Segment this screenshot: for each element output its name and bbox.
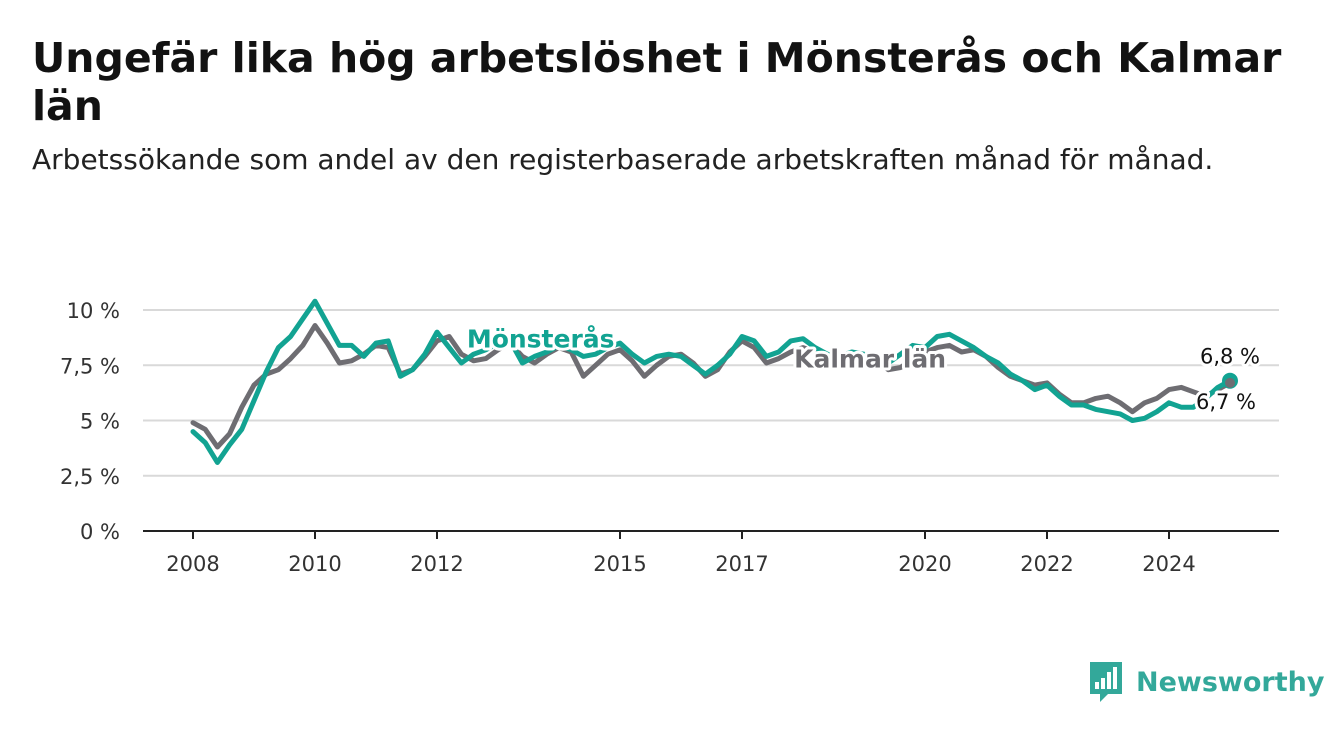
series-label-kalmar-län: Kalmar län (794, 344, 946, 373)
series-lines (190, 298, 1233, 465)
end-label-monsteras: 6,8 % (1200, 345, 1260, 369)
chart-title: Ungefär lika hög arbetslöshet i Mönsterå… (32, 34, 1282, 130)
x-tick-label: 2012 (410, 552, 463, 576)
labels: 6,8 % 6,7 % Mönsterås Kalmar län (464, 322, 1263, 417)
axes: 0 % 2,5 % 5 % 7,5 % 10 % 2008 2010 2012 2015 2017… (60, 299, 1279, 576)
newsworthy-brand: Newsworthy (1088, 660, 1324, 704)
y-tick-label: 7,5 % (60, 354, 120, 378)
y-tick-label: 2,5 % (60, 465, 120, 489)
x-tick-label: 2015 (593, 552, 646, 576)
end-point-kalmar (1225, 377, 1235, 388)
x-tick-label: 2010 (288, 552, 341, 576)
y-tick-label: 0 % (80, 520, 120, 544)
end-label-kalmar: 6,7 % (1196, 390, 1256, 414)
x-tick-label: 2020 (898, 552, 951, 576)
series-line-mönsterås (190, 298, 1233, 465)
series-label-mönsterås: Mönsterås (467, 325, 615, 354)
y-tick-label: 10 % (67, 299, 120, 323)
newsworthy-logo-icon (1090, 662, 1122, 702)
grid-lines (143, 309, 1279, 477)
x-tick-label: 2024 (1142, 552, 1195, 576)
chart-subtitle: Arbetssökande som andel av den registerb… (32, 143, 1214, 176)
brand-name: Newsworthy (1136, 666, 1325, 698)
y-tick-label: 5 % (80, 410, 120, 434)
x-tick-label: 2022 (1020, 552, 1073, 576)
x-tick-label: 2008 (166, 552, 219, 576)
x-tick-label: 2017 (715, 552, 768, 576)
